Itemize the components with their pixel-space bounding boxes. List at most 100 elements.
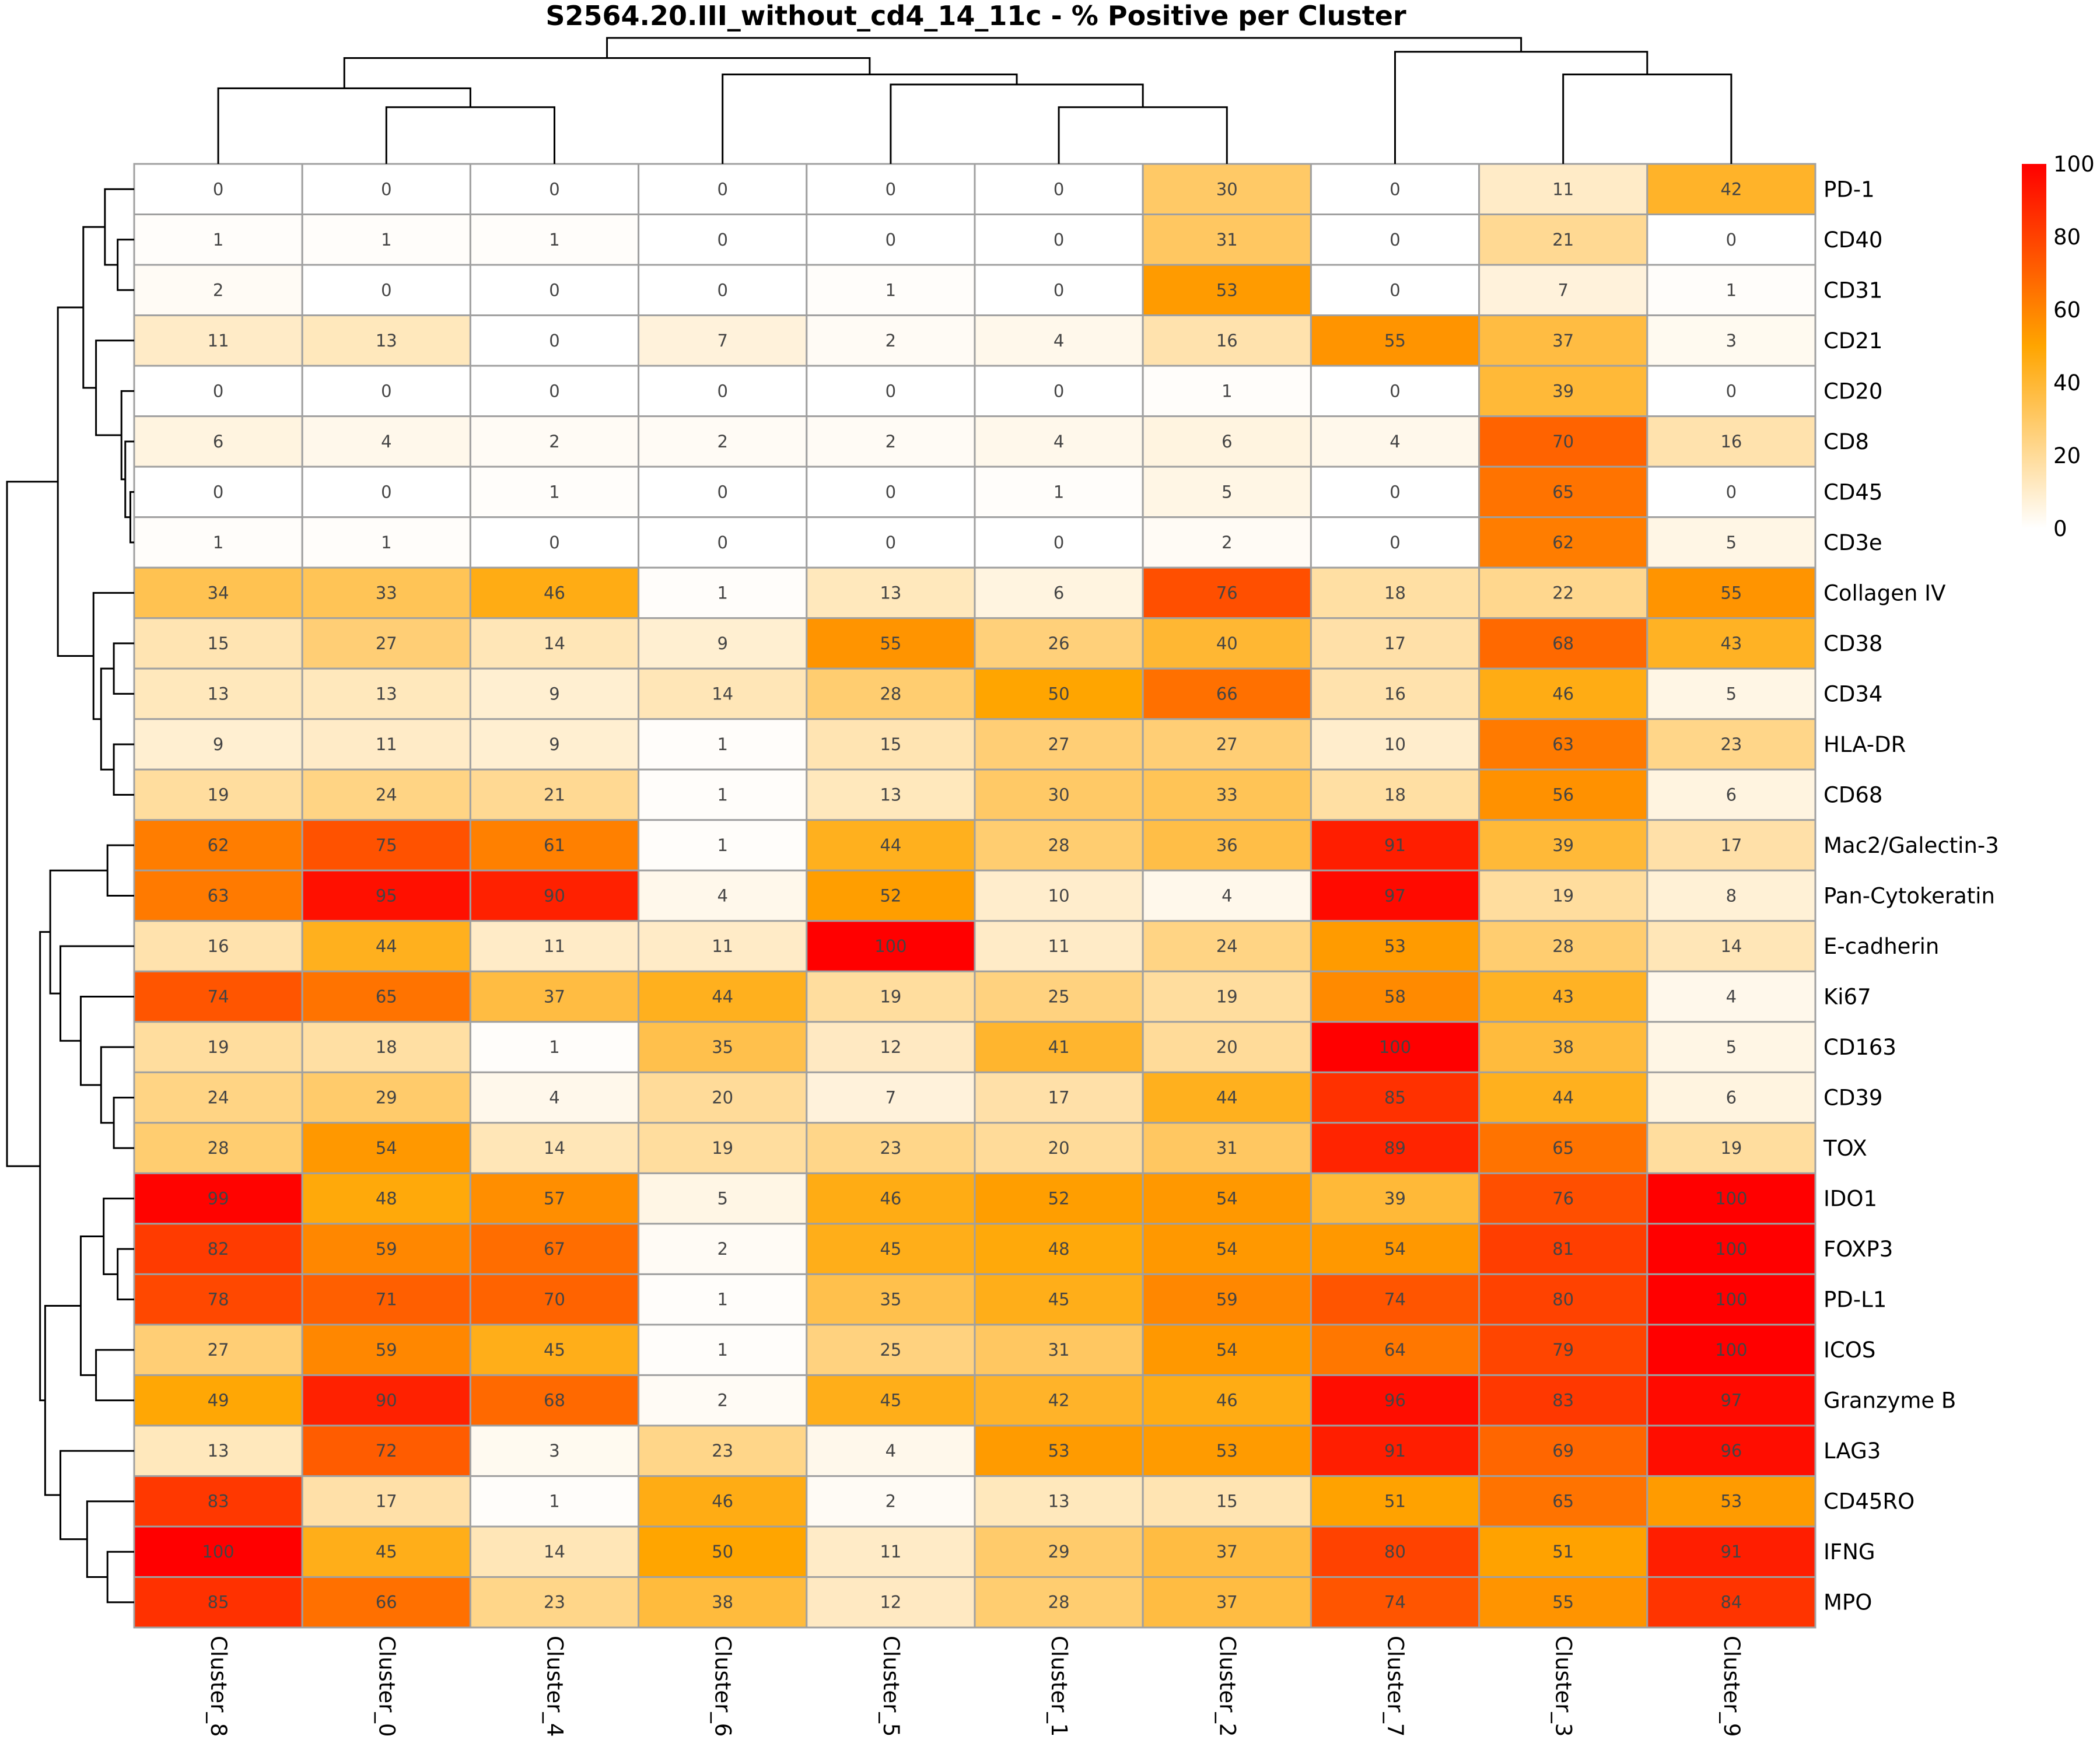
cell-value-label: 4 [886,1441,896,1461]
cell-value-label: 44 [1552,1088,1574,1108]
cell-value-label: 14 [712,684,733,704]
cell-value-label: 0 [381,482,391,502]
cell-value-label: 0 [1390,230,1400,250]
cell-value-label: 28 [1048,835,1070,855]
row-dendrogram-branch [44,1304,81,1496]
heatmap-cell [806,1021,976,1073]
colorbar-tick-label: 0 [2053,516,2067,541]
cell-value-label: 84 [1720,1592,1742,1612]
row-dendrogram-branch [113,1097,134,1149]
cell-value-label: 61 [544,835,565,855]
heatmap-cell [301,869,471,922]
row-dendrogram-branch [106,844,134,897]
row-dendrogram-branch [57,306,94,657]
cell-value-label: 28 [1552,936,1574,956]
cell-value-label: 80 [1384,1542,1406,1562]
cell-value-label: 30 [1216,179,1238,199]
cell-value-label: 0 [717,179,727,199]
heatmap-cell [1142,1273,1312,1326]
column-dendrogram-branch [343,57,871,89]
cell-value-label: 50 [1048,684,1070,704]
row-dendrogram-branch [95,340,134,436]
cell-value-label: 0 [381,280,391,300]
cell-value-label: 89 [1384,1138,1406,1158]
cell-value-label: 29 [1048,1542,1070,1562]
heatmap-cell [301,516,471,569]
cell-value-label: 40 [1216,634,1238,653]
column-dendrogram-branch [1562,74,1732,164]
column-label: Cluster_3 [1551,1636,1576,1737]
row-label: CD8 [1824,429,1869,454]
cell-value-label: 11 [880,1542,901,1562]
heatmap-cell [1478,1021,1648,1073]
heatmap-cell [638,1273,808,1326]
colorbar [2022,164,2046,528]
heatmap-cell [301,1424,471,1477]
heatmap-cell [806,214,976,266]
cell-value-label: 100 [1715,1340,1747,1360]
cell-value-label: 5 [717,1189,727,1209]
cell-value-label: 8 [1726,886,1737,906]
row-dendrogram-branch [95,1349,134,1402]
cell-value-label: 25 [880,1340,901,1360]
cell-value-label: 17 [1384,634,1406,653]
row-dendrogram-branch [120,390,134,481]
heatmap-cell [806,1525,976,1578]
cell-value-label: 54 [1216,1239,1238,1259]
cell-value-label: 25 [1048,987,1070,1007]
row-label: IFNG [1824,1539,1875,1564]
cell-value-label: 46 [880,1189,901,1209]
cell-value-label: 54 [1216,1189,1238,1209]
column-dendrogram-branch [1394,51,1648,164]
cell-value-label: 22 [1552,583,1574,603]
cell-value-label: 65 [376,987,397,1007]
cell-value-label: 67 [544,1239,565,1259]
row-label: CD45 [1824,480,1882,505]
cell-value-label: 14 [1720,936,1742,956]
cell-value-label: 20 [1048,1138,1070,1158]
cell-value-label: 97 [1384,886,1406,906]
cell-value-label: 7 [1558,280,1568,300]
heatmap-cell [469,1324,640,1376]
cell-value-label: 0 [1390,381,1400,401]
cell-value-label: 46 [544,583,565,603]
cell-value-label: 23 [1720,734,1742,754]
cell-value-label: 63 [1552,734,1574,754]
cell-value-label: 0 [886,230,896,250]
cell-value-label: 17 [376,1492,397,1511]
cell-value-label: 4 [1222,886,1232,906]
cell-value-label: 53 [1216,280,1238,300]
cell-value-label: 1 [549,1037,559,1057]
cell-value-label: 27 [1216,734,1238,754]
heatmap-cell [1646,1576,1817,1629]
cell-value-label: 42 [1720,179,1742,199]
column-dendrogram-branch [217,87,471,164]
cell-value-label: 0 [213,482,223,502]
cell-value-label: 13 [208,684,229,704]
heatmap-cell [1646,970,1817,1023]
row-dendrogram-branch [117,1248,134,1301]
cell-value-label: 0 [1054,381,1064,401]
heatmap-cell [133,1172,303,1225]
heatmap-cell [1646,1021,1817,1073]
cell-value-label: 0 [1390,280,1400,300]
cell-value-label: 7 [886,1088,896,1108]
cell-value-label: 33 [1216,785,1238,804]
cell-value-label: 0 [1726,230,1737,250]
cell-value-label: 44 [880,835,901,855]
cell-value-label: 24 [1216,936,1238,956]
cell-value-label: 1 [1054,482,1064,502]
cell-value-label: 81 [1552,1239,1574,1259]
heatmap-cell [469,1525,640,1578]
heatmap-cell [1310,466,1480,519]
cell-value-label: 42 [1048,1391,1070,1410]
row-label: PD-1 [1824,177,1875,202]
cell-value-label: 100 [1715,1290,1747,1310]
cell-value-label: 0 [717,230,727,250]
heatmap-cell [806,1071,976,1124]
row-label: CD34 [1824,681,1882,706]
cell-value-label: 54 [376,1138,397,1158]
cell-value-label: 52 [1048,1189,1070,1209]
heatmap-cell [974,1424,1144,1477]
